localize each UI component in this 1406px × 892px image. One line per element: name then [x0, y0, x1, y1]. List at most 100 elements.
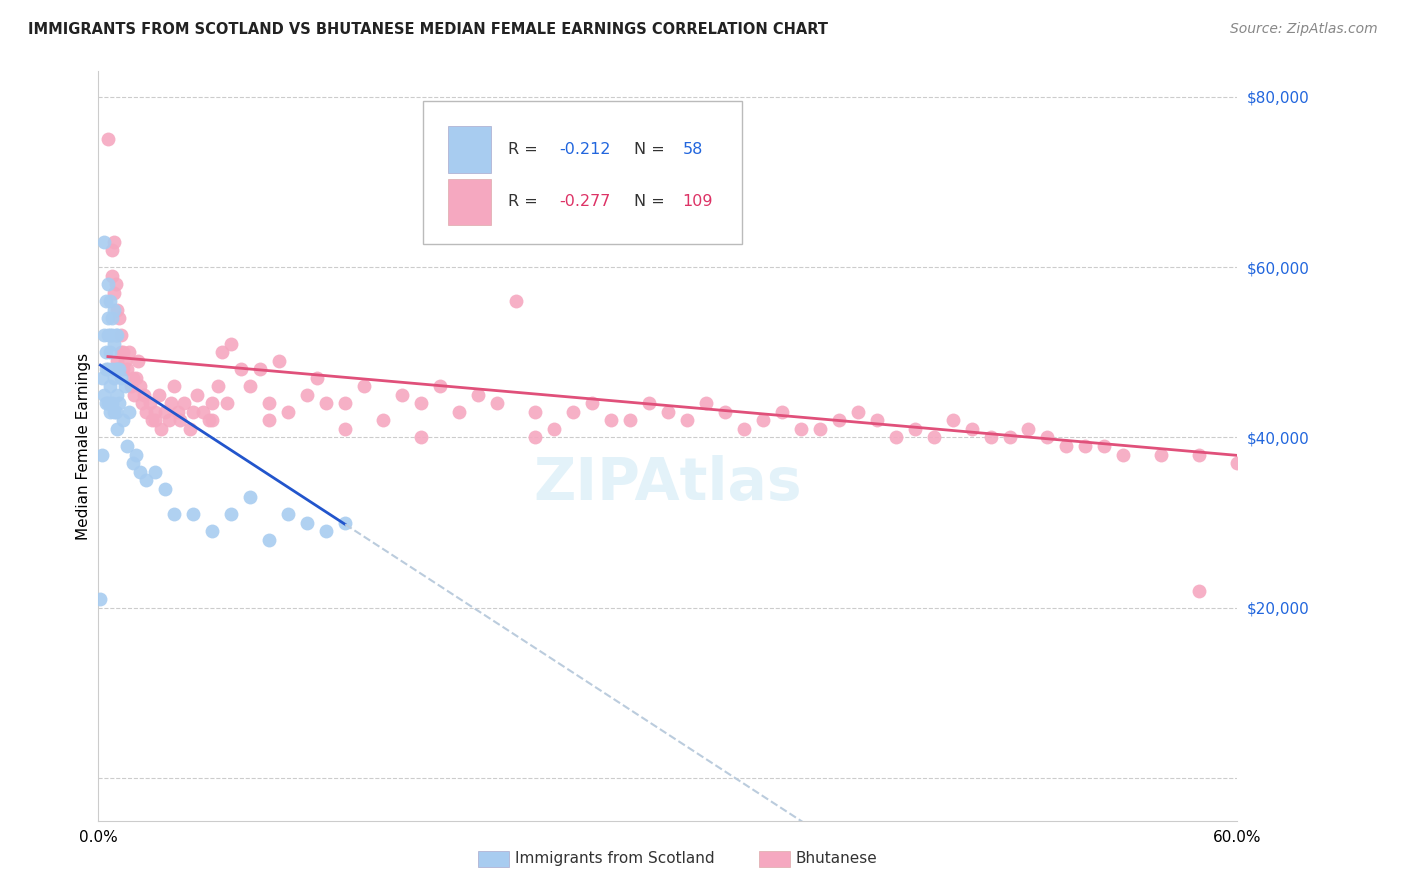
Point [94, 396, 117, 410]
Point [97, 362, 120, 376]
Point [112, 345, 135, 359]
Point [124, 388, 146, 402]
Point [112, 362, 135, 376]
Text: IMMIGRANTS FROM SCOTLAND VS BHUTANESE MEDIAN FEMALE EARNINGS CORRELATION CHART: IMMIGRANTS FROM SCOTLAND VS BHUTANESE ME… [28, 22, 828, 37]
Point [201, 396, 224, 410]
Point [100, 362, 122, 376]
Text: 109: 109 [683, 194, 713, 210]
Point [94, 345, 117, 359]
Point [922, 430, 945, 444]
Point [752, 413, 775, 427]
Point [107, 302, 129, 317]
Point [115, 439, 138, 453]
Point [335, 516, 357, 530]
Point [103, 302, 125, 317]
Point [98, 328, 121, 343]
Point [98, 379, 121, 393]
Point [249, 362, 271, 376]
Point [115, 362, 138, 376]
Point [103, 336, 125, 351]
Point [110, 328, 132, 343]
Point [486, 396, 509, 410]
Text: Source: ZipAtlas.com: Source: ZipAtlas.com [1230, 22, 1378, 37]
Point [1056, 439, 1078, 453]
Point [186, 388, 208, 402]
Point [127, 354, 149, 368]
Point [100, 243, 122, 257]
Point [145, 405, 167, 419]
Point [353, 379, 375, 393]
Point [239, 490, 262, 504]
Point [93, 235, 115, 249]
Point [104, 405, 127, 419]
Point [638, 396, 661, 410]
Point [411, 430, 433, 444]
Point [110, 371, 132, 385]
Point [129, 379, 152, 393]
Text: 58: 58 [683, 142, 703, 157]
Point [998, 430, 1021, 444]
Point [148, 388, 170, 402]
Point [197, 413, 219, 427]
Point [94, 294, 117, 309]
Point [100, 268, 122, 283]
Point [277, 405, 299, 419]
Point [1226, 456, 1249, 470]
Point [107, 354, 129, 368]
Point [97, 277, 120, 292]
Point [581, 396, 603, 410]
Point [97, 328, 120, 343]
Point [714, 405, 737, 419]
Point [600, 413, 623, 427]
Point [315, 396, 337, 410]
Point [125, 448, 148, 462]
Point [104, 328, 127, 343]
Point [98, 345, 121, 359]
Point [94, 362, 117, 376]
Point [277, 507, 299, 521]
Point [145, 413, 167, 427]
Point [100, 396, 122, 410]
Point [107, 422, 129, 436]
Y-axis label: Median Female Earnings: Median Female Earnings [76, 352, 91, 540]
Point [97, 311, 120, 326]
Point [97, 132, 120, 146]
Point [145, 465, 167, 479]
Point [1112, 448, 1135, 462]
Point [239, 379, 262, 393]
Point [259, 396, 281, 410]
Point [108, 396, 131, 410]
Point [104, 277, 127, 292]
Point [1018, 422, 1040, 436]
Point [904, 422, 927, 436]
Point [1036, 430, 1059, 444]
Point [884, 430, 907, 444]
Text: R =: R = [509, 142, 543, 157]
Point [108, 311, 131, 326]
Text: ZIPAtlas: ZIPAtlas [533, 455, 803, 512]
Point [89, 592, 111, 607]
Point [107, 328, 129, 343]
Point [695, 396, 717, 410]
Point [505, 294, 527, 309]
Point [1188, 583, 1211, 598]
Point [790, 422, 813, 436]
Point [335, 396, 357, 410]
Point [138, 396, 160, 410]
Point [846, 405, 869, 419]
Point [103, 235, 125, 249]
Point [112, 413, 135, 427]
Point [733, 422, 755, 436]
Point [157, 413, 180, 427]
Point [429, 379, 451, 393]
Text: -0.212: -0.212 [560, 142, 612, 157]
Point [131, 396, 153, 410]
Point [108, 362, 131, 376]
Point [93, 328, 115, 343]
Point [167, 405, 190, 419]
Point [221, 507, 243, 521]
Point [207, 379, 229, 393]
Point [91, 371, 114, 385]
Point [118, 405, 141, 419]
Point [411, 396, 433, 410]
